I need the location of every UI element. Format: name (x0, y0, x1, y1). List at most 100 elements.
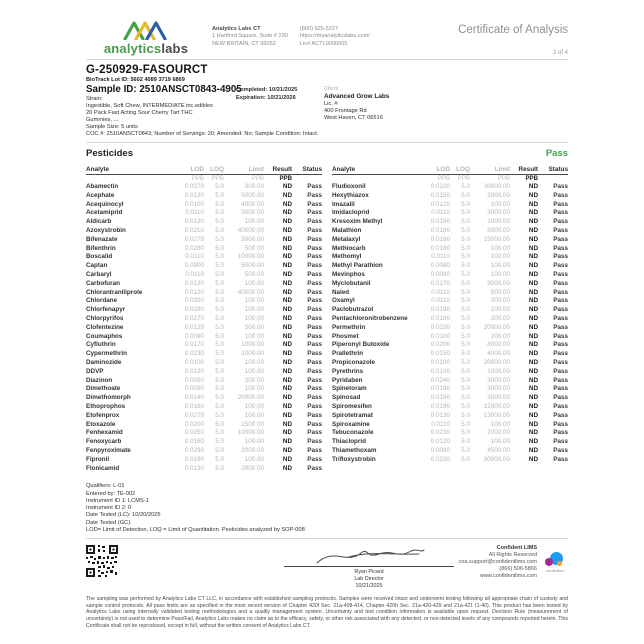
status-value: Pass (307, 402, 322, 410)
analyte-name: Carbaryl (86, 270, 112, 278)
pesticide-row: Acetamiprid 0.0110 5.0 5000.00 ND Pass (86, 209, 322, 218)
lims-email-link[interactable]: coa.support@confidentlims.com (458, 559, 537, 566)
result-value: ND (528, 200, 538, 208)
strain-label: Strain: (86, 96, 103, 102)
limit-value: 1000.00 (487, 218, 510, 226)
status-value: Pass (553, 288, 568, 296)
analyte-name: Etoxazole (86, 420, 116, 428)
lod-value: 0.0160 (184, 438, 204, 446)
lod-value: 0.0280 (184, 306, 204, 314)
lab-contact-block: (860) 925-5227 https://myanalyticslabs.c… (300, 26, 370, 48)
pesticide-row: Daminozide 0.0100 5.0 100.00 ND Pass (86, 359, 322, 368)
brand-analytics: analytics (103, 41, 162, 56)
lod-value: 0.0200 (430, 341, 450, 349)
limit-value: 100.00 (490, 306, 510, 314)
lab-logo: analyticslabs (86, 20, 206, 56)
result-value: ND (528, 323, 538, 331)
col-result: Result (272, 166, 292, 173)
status-value: Pass (307, 209, 322, 217)
sample-id: Sample ID: 2510ANSCT0843-4905 (86, 84, 242, 95)
pesticide-row: Clofentezine 0.0120 5.0 500.00 ND Pass (86, 324, 322, 333)
pesticide-row: Fenoxycarb 0.0160 5.0 100.00 ND Pass (86, 438, 322, 447)
pesticide-row: Diazinon 0.0050 5.0 200.00 ND Pass (86, 377, 322, 386)
pesticide-row: Hexythiazox 0.0150 5.0 2000.00 ND Pass (332, 192, 568, 201)
analyte-name: Dimethoate (86, 385, 121, 393)
limit-value: 500.00 (244, 270, 264, 278)
expiration-date: Expiration: 10/21/2026 (236, 95, 296, 102)
loq-value: 5.0 (461, 323, 470, 331)
status-value: Pass (553, 376, 568, 384)
lod-value: 0.0080 (430, 446, 450, 454)
lod-value: 0.0220 (430, 183, 450, 190)
qualifiers-block: Qualifiers: L-01 Entered by: TE-002 Instru… (86, 483, 568, 534)
col-loq: LOQ (210, 166, 224, 173)
limit-value: 100.00 (490, 262, 510, 270)
limit-value: 100.00 (244, 358, 264, 366)
limit-value: 100.00 (244, 385, 264, 393)
lod-value: 0.0090 (184, 385, 204, 393)
pesticide-row: Metalaxyl 0.0160 5.0 15000.00 ND Pass (332, 236, 568, 245)
limit-value: 200.00 (490, 314, 510, 322)
qualifier-line: LOD= Limit of Detection, LOQ = Limit of … (86, 527, 305, 534)
pesticide-row: Naled 0.0110 5.0 500.00 ND Pass (332, 289, 568, 298)
pesticide-row: Permethrin 0.0230 5.0 20000.00 ND Pass (332, 324, 568, 333)
lod-value: 0.0190 (430, 402, 450, 410)
lab-website-link[interactable]: https://myanalyticslabs.com/ (299, 33, 370, 40)
status-value: Pass (553, 297, 568, 305)
lod-value: 0.0120 (184, 288, 204, 296)
result-value: ND (282, 270, 292, 278)
col-loq: LOQ (456, 166, 470, 173)
result-value: ND (528, 332, 538, 340)
lims-logo-word: confident (545, 569, 565, 574)
pesticide-row: Aldicarb 0.0130 5.0 100.00 ND Pass (86, 218, 322, 227)
loq-value: 5.0 (461, 235, 470, 243)
loq-value: 5.0 (461, 429, 470, 437)
limit-value: 30000.00 (483, 455, 510, 463)
limit-value: 100.00 (244, 402, 264, 410)
analyte-name: Fipronil (86, 455, 110, 463)
lod-value: 0.0140 (184, 394, 204, 402)
lims-website-link[interactable]: www.confidentlims.com (479, 573, 537, 580)
status-value: Pass (307, 270, 322, 278)
status-value: Pass (553, 332, 568, 340)
footer-divider (86, 538, 568, 540)
analyte-name: Ethoprophos (86, 402, 126, 410)
lod-value: 0.0230 (430, 455, 450, 463)
loq-value: 5.0 (461, 226, 470, 234)
col-lod: LOD (436, 166, 451, 173)
analyte-name: Fenpyroximate (86, 446, 131, 454)
status-value: Pass (307, 306, 322, 314)
sample-divider (86, 142, 568, 143)
analyte-name: Naled (332, 288, 350, 296)
status-value: Pass (307, 235, 322, 243)
result-value: ND (282, 402, 292, 410)
status-value: Pass (553, 183, 568, 190)
lod-value: 0.0160 (430, 235, 450, 243)
loq-value: 5.0 (215, 367, 224, 375)
signature-row: Ryan Picard Lab Director 10/21/2025 Conf… (86, 545, 568, 589)
analyte-name: Trifloxystrobin (332, 455, 376, 463)
sample-dates: Completed: 10/21/2025 Expiration: 10/21/… (236, 84, 324, 131)
result-value: ND (528, 306, 538, 314)
loq-value: 5.0 (461, 402, 470, 410)
result-value: ND (282, 200, 292, 208)
result-value: ND (528, 314, 538, 322)
loq-value: 5.0 (461, 446, 470, 454)
lims-logo-icon (545, 552, 565, 568)
pesticide-row: Spiromesifen 0.0190 5.0 12000.00 ND Pass (332, 403, 568, 412)
lod-value: 0.0190 (184, 455, 204, 463)
pesticide-row: Azoxystrobin 0.0210 5.0 40000.00 ND Pass (86, 227, 322, 236)
limit-value: 4000.00 (241, 200, 264, 208)
result-value: ND (528, 402, 538, 410)
analyte-name: Oxamyl (332, 297, 355, 305)
status-value: Pass (553, 429, 568, 437)
pesticide-row: DDVP 0.0120 5.0 100.00 ND Pass (86, 368, 322, 377)
result-value: ND (528, 288, 538, 296)
pesticide-row: Chlordane 0.0320 5.0 100.00 ND Pass (86, 297, 322, 306)
limit-value: 5000.00 (487, 226, 510, 234)
pesticide-row: Mevinphos 0.0080 5.0 100.00 ND Pass (332, 271, 568, 280)
result-value: ND (282, 446, 292, 454)
doc-title: Certificate of Analysis (458, 24, 568, 36)
limit-unit: PPB (251, 175, 264, 182)
limit-value: 5000.00 (241, 209, 264, 217)
